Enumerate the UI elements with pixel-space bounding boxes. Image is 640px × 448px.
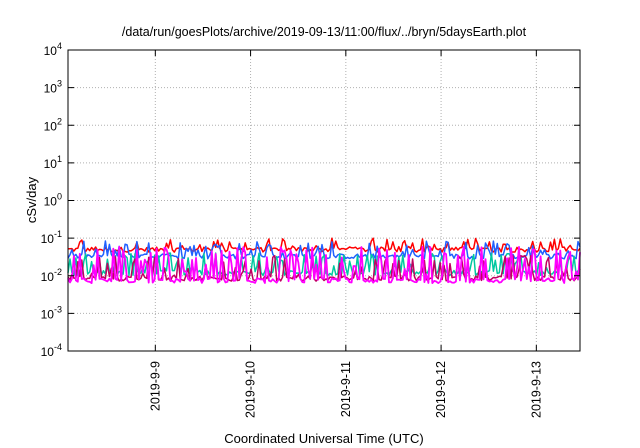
x-tick-label: 2019-9-9 [148, 361, 162, 411]
y-tick-label: 101 [44, 154, 62, 171]
series-layer [67, 237, 581, 284]
y-tick-label: 104 [44, 41, 62, 58]
y-tick-label: 10-2 [41, 267, 62, 284]
y-tick-label: 10-3 [41, 304, 62, 321]
chart-title: /data/run/goesPlots/archive/2019-09-13/1… [122, 25, 527, 39]
series-line [67, 245, 581, 284]
series-line [67, 237, 581, 253]
y-axis: 10-4 10-3 10-2 10-1 100 101 102 103 104 [41, 41, 580, 359]
x-tick-label: 2019-9-10 [244, 361, 258, 418]
x-tick-label: 2019-9-11 [339, 361, 353, 417]
series-line [67, 254, 581, 282]
x-axis: 2019-9-9 2019-9-10 2019-9-11 2019-9-12 2019-… [148, 50, 543, 418]
y-tick-label: 102 [44, 116, 62, 133]
x-axis-label: Coordinated Universal Time (UTC) [224, 431, 423, 446]
y-tick-label: 100 [44, 192, 62, 209]
x-tick-label: 2019-9-13 [529, 361, 543, 418]
y-tick-label: 10-1 [41, 229, 62, 246]
series-line [67, 240, 581, 260]
y-tick-label: 103 [44, 79, 62, 96]
grid [68, 50, 580, 351]
x-tick-label: 2019-9-12 [434, 361, 448, 418]
y-axis-label: cSv/day [24, 176, 39, 223]
y-tick-label: 10-4 [41, 342, 62, 359]
